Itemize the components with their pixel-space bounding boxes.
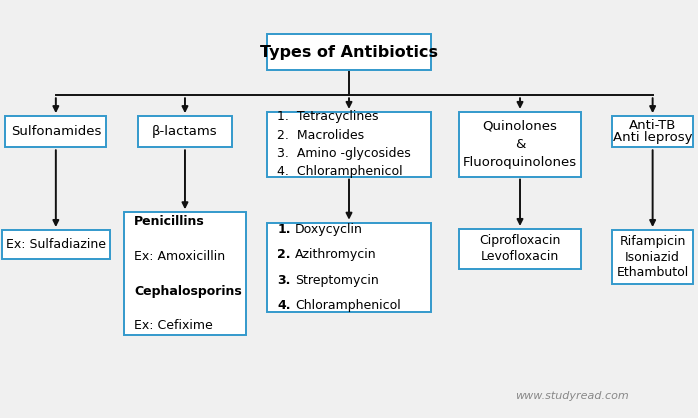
FancyBboxPatch shape — [124, 212, 246, 335]
Text: 3.: 3. — [278, 274, 291, 287]
Text: Streptomycin: Streptomycin — [295, 274, 378, 287]
Text: Anti leprosy: Anti leprosy — [613, 131, 692, 145]
Text: Ciprofloxacin: Ciprofloxacin — [480, 234, 560, 247]
Text: Doxycyclin: Doxycyclin — [295, 223, 363, 236]
Text: Azithromycin: Azithromycin — [295, 248, 376, 261]
Text: &: & — [515, 138, 525, 151]
FancyBboxPatch shape — [138, 116, 232, 147]
Text: Ex: Sulfadiazine: Ex: Sulfadiazine — [6, 238, 106, 251]
Text: Ethambutol: Ethambutol — [616, 266, 689, 279]
Text: Ex: Amoxicillin: Ex: Amoxicillin — [134, 250, 225, 263]
FancyBboxPatch shape — [613, 230, 692, 284]
FancyBboxPatch shape — [613, 116, 692, 147]
FancyBboxPatch shape — [2, 230, 110, 259]
FancyBboxPatch shape — [459, 112, 581, 176]
Text: www.studyread.com: www.studyread.com — [516, 391, 629, 401]
Text: Types of Antibiotics: Types of Antibiotics — [260, 45, 438, 60]
Text: Chloramphenicol: Chloramphenicol — [295, 299, 401, 312]
Text: β-lactams: β-lactams — [152, 125, 218, 138]
FancyBboxPatch shape — [6, 116, 106, 147]
FancyBboxPatch shape — [267, 35, 431, 70]
Text: 1.: 1. — [278, 223, 291, 236]
Text: 4.  Chloramphenicol: 4. Chloramphenicol — [278, 165, 403, 178]
Text: Fluoroquinolones: Fluoroquinolones — [463, 156, 577, 169]
FancyBboxPatch shape — [459, 229, 581, 268]
Text: 2.  Macrolides: 2. Macrolides — [278, 129, 364, 142]
Text: Rifampicin: Rifampicin — [619, 235, 686, 248]
FancyBboxPatch shape — [267, 222, 431, 313]
Text: Quinolones: Quinolones — [482, 119, 558, 132]
Text: 4.: 4. — [278, 299, 291, 312]
Text: 2.: 2. — [278, 248, 291, 261]
Text: 3.  Amino -glycosides: 3. Amino -glycosides — [278, 147, 411, 160]
Text: Ex: Cefixime: Ex: Cefixime — [134, 319, 213, 332]
Text: 1.  Tetracyclines: 1. Tetracyclines — [278, 110, 379, 123]
Text: Levofloxacin: Levofloxacin — [481, 250, 559, 263]
Text: Sulfonamides: Sulfonamides — [10, 125, 101, 138]
Text: Cephalosporins: Cephalosporins — [134, 285, 242, 298]
FancyBboxPatch shape — [267, 112, 431, 176]
Text: Isoniazid: Isoniazid — [625, 250, 680, 264]
Text: Penicillins: Penicillins — [134, 216, 205, 229]
Text: Anti-TB: Anti-TB — [629, 119, 676, 132]
